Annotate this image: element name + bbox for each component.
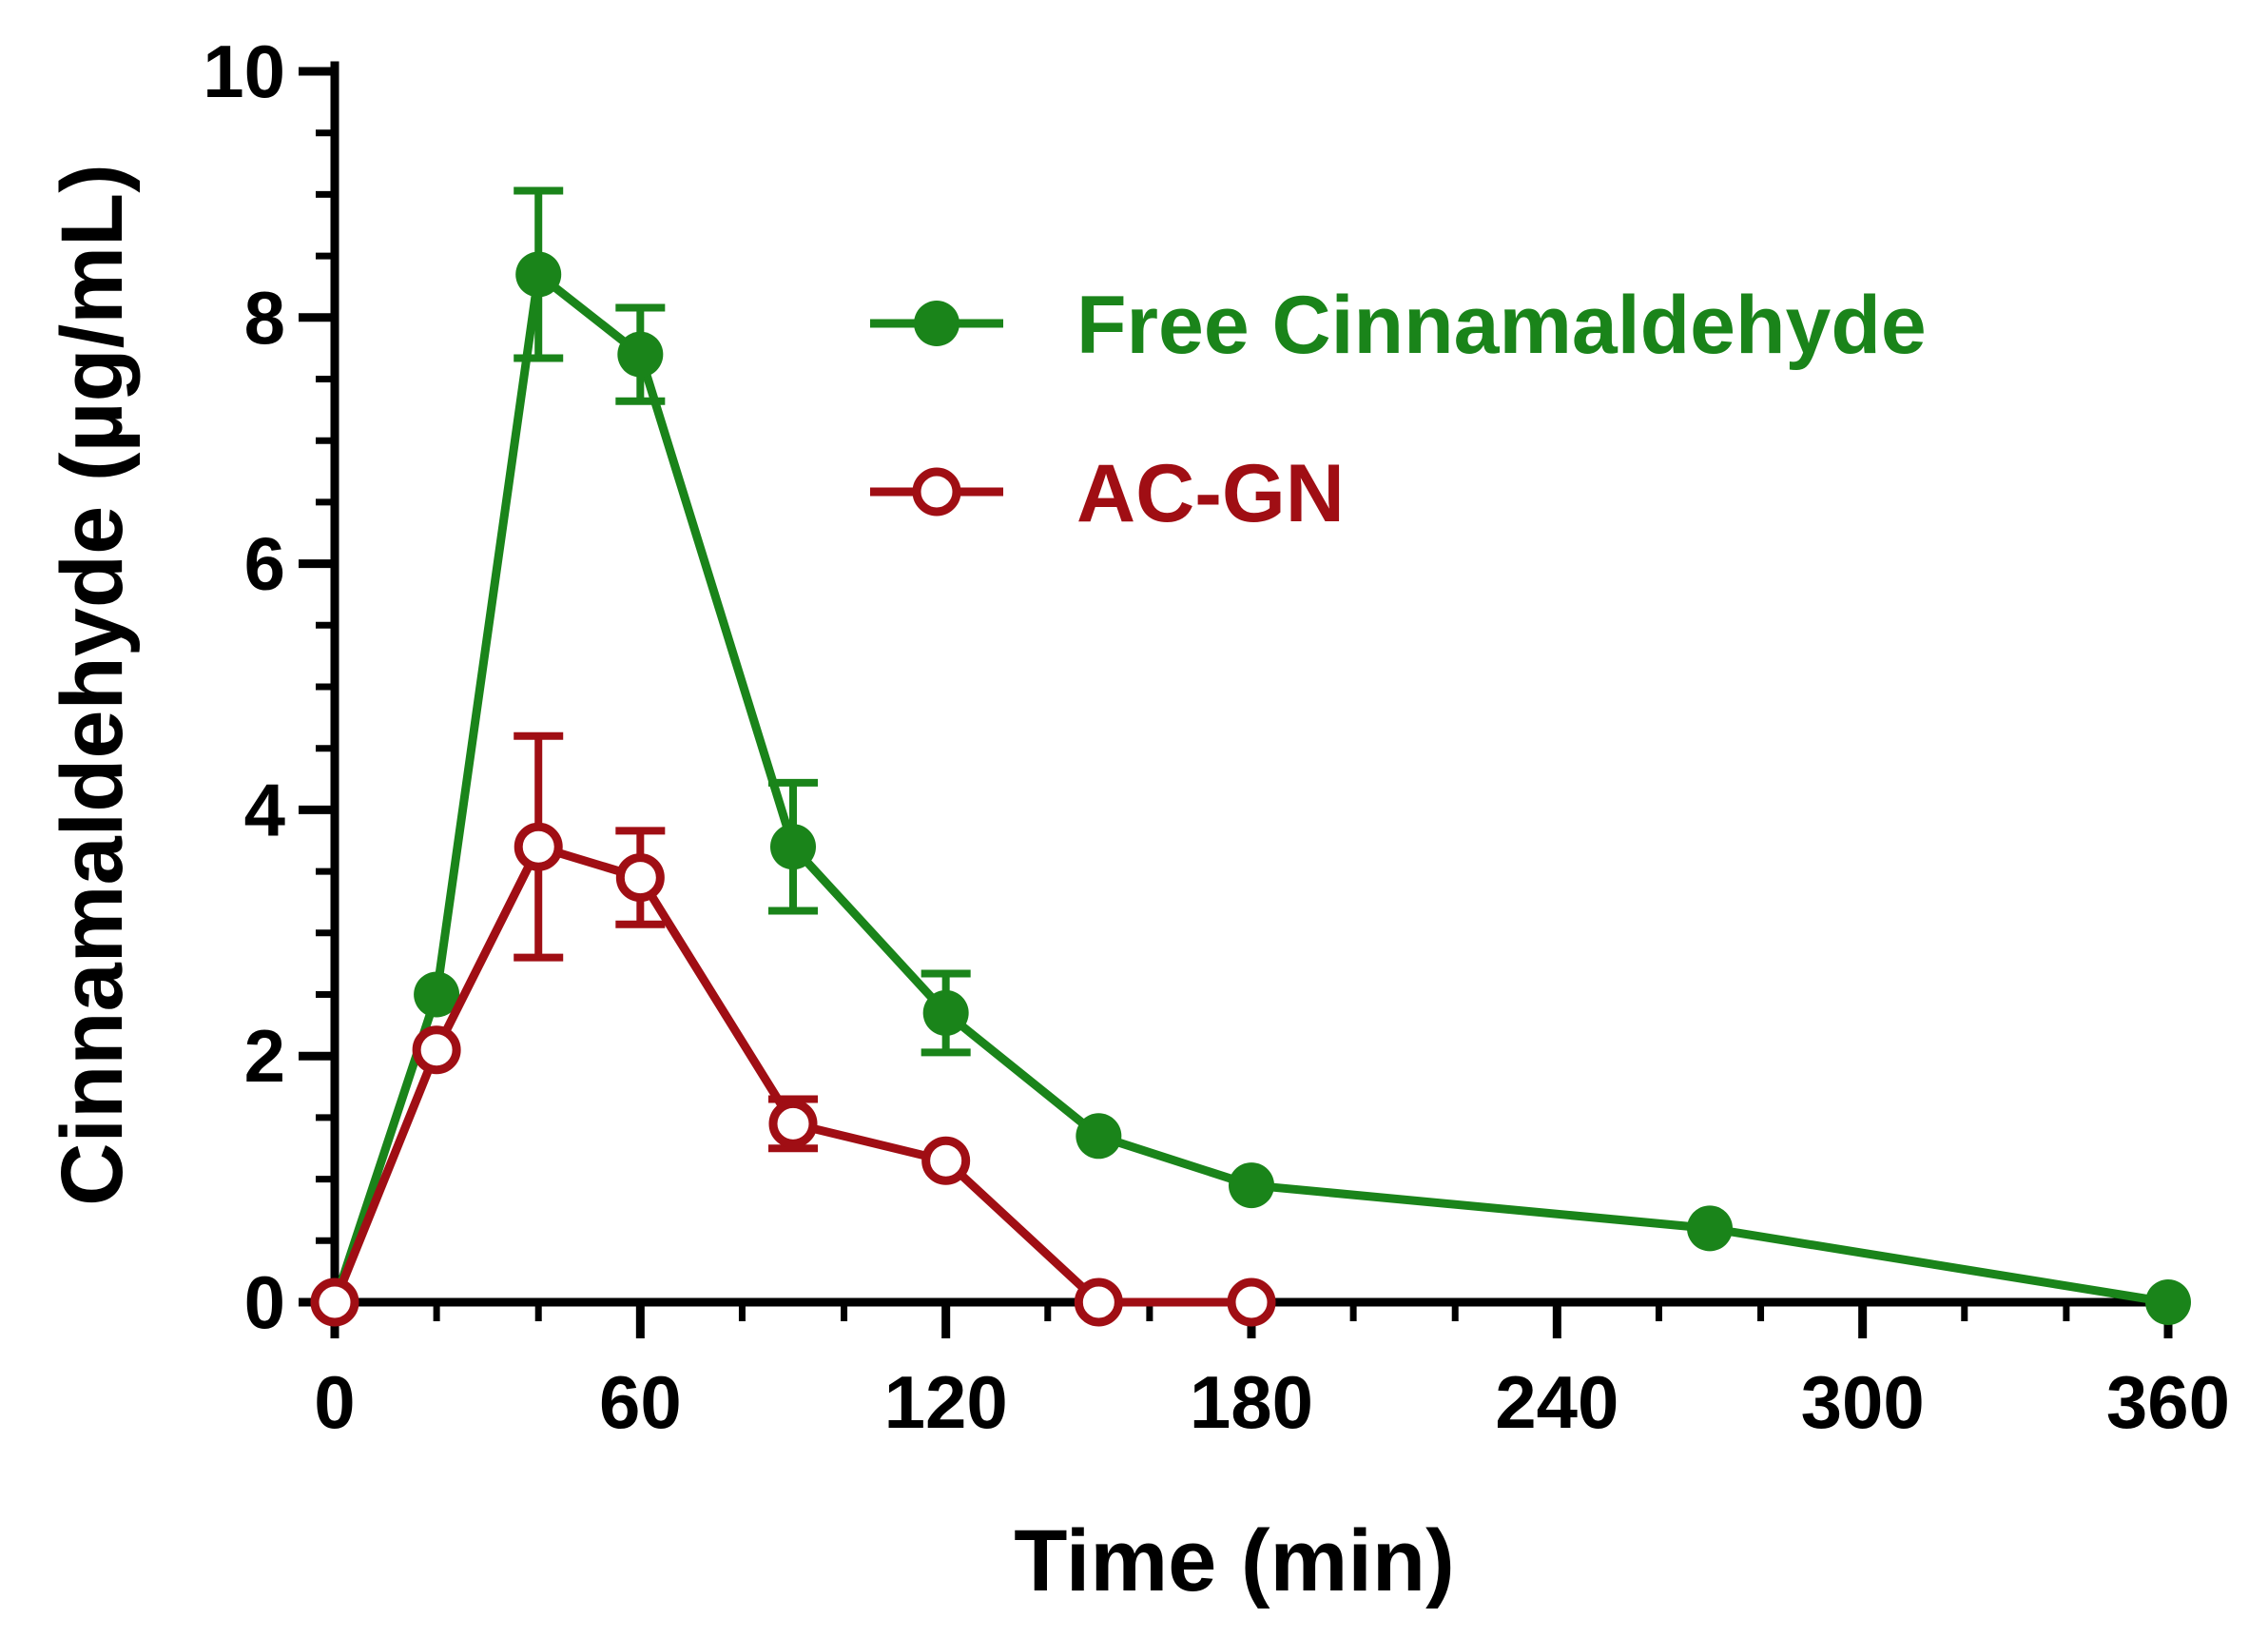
data-point [1076,1113,1122,1160]
data-point [414,971,460,1018]
y-tick-label: 10 [203,29,285,113]
data-point [412,1025,461,1075]
x-tick-label: 360 [2106,1360,2230,1444]
x-tick-label: 0 [314,1360,355,1444]
series-line [330,270,2169,1307]
data-point [310,1277,359,1327]
data-point [617,331,664,378]
x-tick-label: 180 [1190,1360,1313,1444]
data-point [921,1136,971,1185]
data-point [615,853,665,903]
x-tick-label: 60 [599,1360,682,1444]
y-tick-label: 6 [244,522,285,606]
data-point [2145,1279,2191,1325]
data-point [1074,1277,1123,1327]
data-point [770,824,816,870]
legend-label: AC-GN [1076,448,1345,539]
series-line [330,842,1251,1307]
x-tick-label: 240 [1495,1360,1619,1444]
y-tick-label: 0 [244,1260,285,1344]
y-tick-label: 2 [244,1014,285,1098]
data-point [922,989,969,1036]
legend-label: Free Cinnamaldehyde [1076,280,1927,371]
y-tick-label: 8 [244,276,285,360]
axes: 0 2 4 6 8 10 0 60 120 180 240 300 360 [203,29,2230,1444]
y-axis-title: Cinnamaldehyde (µg/mL) [44,164,141,1206]
y-tick-label: 4 [244,768,285,851]
data-point [1229,1162,1274,1209]
data-point [1687,1205,1733,1252]
legend-marker [914,301,960,346]
data-point [768,1099,818,1148]
series-layer [310,186,2191,1327]
x-tick-label: 120 [884,1360,1008,1444]
legend-marker [912,467,961,517]
x-axis-title: Time (min) [1014,1512,1454,1609]
series-2 [310,731,1276,1327]
data-point [514,822,563,871]
x-tick-label: 300 [1801,1360,1925,1444]
data-point [1227,1277,1276,1327]
data-point [515,251,562,298]
legend: Free Cinnamaldehyde AC-GN [870,280,1927,539]
